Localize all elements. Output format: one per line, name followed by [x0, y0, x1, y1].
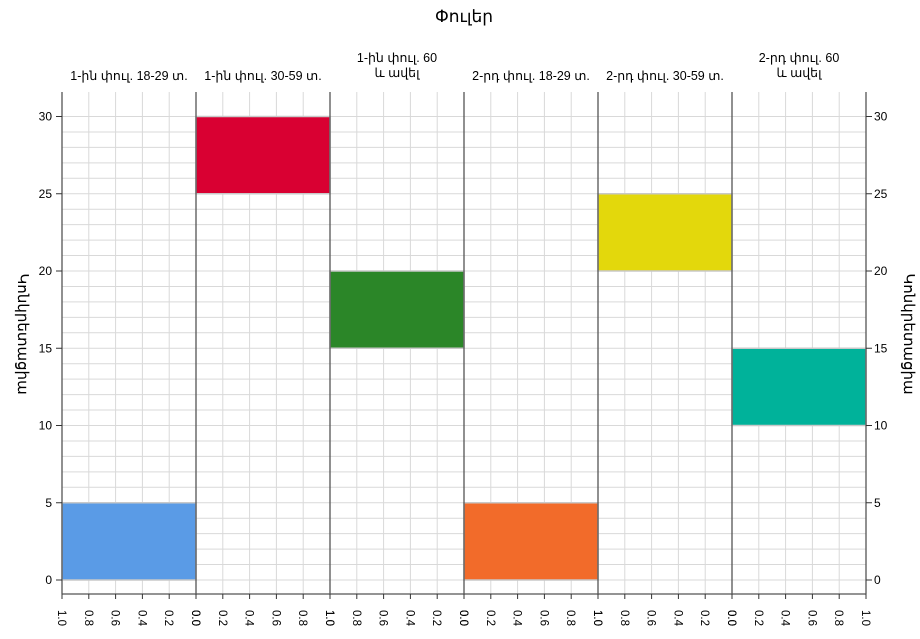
x-tick-label: 0.2	[216, 610, 228, 626]
bar-1	[61, 502, 197, 581]
x-tick-label: 0.0	[457, 610, 469, 626]
chart-title: Փուլեր	[435, 7, 493, 26]
y-tick-label-left: 10	[39, 419, 53, 433]
panel-label-4: 2-րդ փուլ. 18-29 տ.	[472, 69, 590, 83]
y-tick-label-right: 20	[874, 264, 888, 278]
y-tick-label-left: 30	[39, 110, 53, 124]
y-tick-label-left: 0	[45, 573, 52, 587]
x-tick-label: 0.2	[752, 610, 764, 626]
panel-labels-layer: 1-ին փուլ. 18-29 տ. 1-ին փուլ. 30-59 տ. 1-…	[70, 51, 839, 83]
y-axis-label-right: Կոնկրետացիա	[900, 273, 917, 394]
x-tick-label: 0.2	[698, 610, 710, 626]
x-tick-label: 0.4	[403, 610, 415, 627]
y-tick-label-right: 15	[874, 341, 888, 355]
panel-label-5: 2-րդ փուլ. 30-59 տ.	[606, 69, 724, 83]
y-tick-label-left: 5	[45, 496, 52, 510]
x-tick-label: 0.0	[725, 610, 737, 626]
x-tick-label: 0.8	[296, 610, 308, 626]
x-tick-label: 1.0	[859, 610, 871, 626]
x-tick-label: 0.6	[645, 610, 657, 626]
x-tick-label: 0.8	[564, 610, 576, 626]
x-tick-label: 0.0	[189, 610, 201, 626]
x-tick-label: 0.6	[805, 610, 817, 626]
y-tick-label-right: 0	[874, 573, 881, 587]
x-tick-label: 0.8	[82, 610, 94, 626]
y-tick-label-right: 30	[874, 110, 888, 124]
x-tick-label: 0.8	[618, 610, 630, 626]
x-tick-label: 0.6	[377, 610, 389, 626]
x-tick-label: 0.2	[162, 610, 174, 626]
x-tick-label: 0.4	[511, 610, 523, 627]
x-tick-label: 0.4	[135, 610, 147, 627]
x-tick-label: 0.4	[671, 610, 683, 627]
x-tick-label: 1.0	[323, 610, 335, 626]
y-tick-label-left: 25	[39, 187, 53, 201]
ticks-layer: 1.0 0.8 0.6 0.4 0.2 0.0 0.0 0.2 0.4 0.6 0.8 1.0 1.0 0…	[39, 110, 888, 627]
panel-label-1: 1-ին փուլ. 18-29 տ.	[70, 69, 187, 83]
bar-2	[195, 115, 331, 195]
x-tick-label: 1.0	[591, 610, 603, 626]
x-tick-label: 0.8	[350, 610, 362, 626]
x-tick-label: 0.6	[537, 610, 549, 626]
bar-3	[329, 270, 465, 349]
y-tick-label-right: 10	[874, 419, 888, 433]
x-tick-label: 0.0	[189, 610, 201, 626]
x-tick-label: 0.8	[832, 610, 844, 626]
x-tick-label: 1.0	[323, 610, 335, 626]
x-tick-label: 0.0	[457, 610, 469, 626]
panel-label-6: 2-րդ փուլ. 60 և ավել	[759, 51, 840, 80]
x-tick-label: 0.6	[269, 610, 281, 626]
y-tick-label-right: 25	[874, 187, 888, 201]
x-tick-label: 0.4	[243, 610, 255, 627]
x-tick-label: 0.2	[430, 610, 442, 626]
y-tick-label-left: 20	[39, 264, 53, 278]
x-tick-label: 0.4	[779, 610, 791, 627]
x-tick-label: 0.0	[725, 610, 737, 626]
bar-5	[597, 193, 733, 272]
panel-label-2: 1-ին փուլ. 30-59 տ.	[204, 69, 321, 83]
y-tick-label-right: 5	[874, 496, 881, 510]
x-tick-label: 1.0	[591, 610, 603, 626]
x-tick-label: 0.6	[109, 610, 121, 626]
bars-layer	[61, 115, 867, 581]
bar-4	[463, 502, 599, 581]
x-tick-label: 1.0	[55, 610, 67, 626]
panel-label-3: 1-ին փուլ. 60 և ավել	[357, 51, 437, 80]
y-axis-label-left: Կոնկրետացիա	[14, 273, 31, 394]
bar-6	[731, 347, 867, 427]
x-tick-label: 0.2	[484, 610, 496, 626]
y-tick-label-left: 15	[39, 341, 53, 355]
